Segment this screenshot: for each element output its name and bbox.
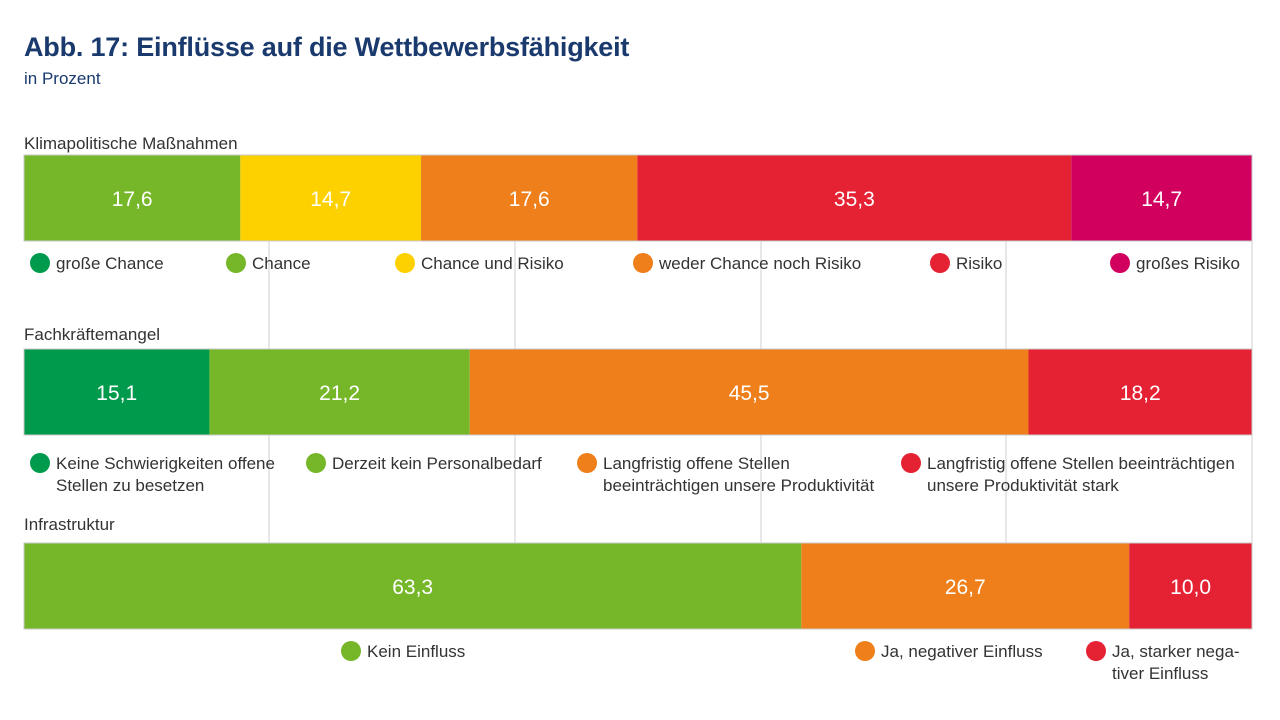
legend-label: Risiko [956, 254, 1002, 273]
legend-marker [1086, 641, 1106, 661]
bar-segment [240, 155, 422, 241]
legend-marker [226, 253, 246, 273]
group-title: Infrastruktur [24, 515, 115, 534]
data-label: 10,0 [1170, 576, 1211, 599]
bar-outline [23, 348, 1253, 436]
bar-segment [24, 543, 802, 629]
group-title: Klimapolitische Maßnahmen [24, 134, 238, 153]
bar-segment [209, 349, 470, 435]
legend-label: Chance und Risiko [421, 254, 564, 273]
bar-segment [801, 543, 1130, 629]
bar-segment [469, 349, 1029, 435]
bar-outline [23, 154, 1253, 242]
data-label: 26,7 [945, 576, 986, 599]
legend-marker [1110, 253, 1130, 273]
legend-marker [30, 453, 50, 473]
legend-label: Chance [252, 254, 311, 273]
legend-label: Langfristig offene Stellen [603, 454, 790, 473]
legend-marker [855, 641, 875, 661]
data-label: 15,1 [96, 382, 137, 405]
legend-label: unsere Produktivität stark [927, 476, 1119, 495]
legend-marker [306, 453, 326, 473]
bar-segment [24, 349, 210, 435]
bar-segment [1028, 349, 1252, 435]
chart-title: Abb. 17: Einflüsse auf die Wettbewerbsfä… [24, 32, 630, 62]
legend-label: Keine Schwierigkeiten offene [56, 454, 275, 473]
legend-marker [30, 253, 50, 273]
data-label: 17,6 [509, 188, 550, 211]
legend-label: Langfristig offene Stellen beeinträchtig… [927, 454, 1235, 473]
legend-marker [341, 641, 361, 661]
data-label: 14,7 [310, 188, 351, 211]
data-label: 63,3 [392, 576, 433, 599]
data-label: 17,6 [112, 188, 153, 211]
legend-label: Kein Einfluss [367, 642, 465, 661]
legend-label: weder Chance noch Risiko [658, 254, 861, 273]
legend-label: Ja, negativer Einfluss [881, 642, 1043, 661]
data-label: 35,3 [834, 188, 875, 211]
data-label: 18,2 [1120, 382, 1161, 405]
legend-label: beeinträchtigen unsere Produktivität [603, 476, 874, 495]
legend-label: großes Risiko [1136, 254, 1240, 273]
bar-segment [24, 155, 241, 241]
bar-segment [637, 155, 1072, 241]
legend-marker [633, 253, 653, 273]
bar-segment [421, 155, 638, 241]
legend-label: Stellen zu besetzen [56, 476, 204, 495]
bar-segment [1071, 155, 1252, 241]
legend-marker [577, 453, 597, 473]
chart-subtitle: in Prozent [24, 69, 101, 88]
legend-label: Derzeit kein Personalbedarf [332, 454, 542, 473]
bar-segment [1129, 543, 1252, 629]
group-title: Fachkräftemangel [24, 325, 160, 344]
legend-label: tiver Einfluss [1112, 664, 1208, 683]
data-label: 21,2 [319, 382, 360, 405]
legend-label: große Chance [56, 254, 164, 273]
legend-marker [395, 253, 415, 273]
legend-marker [930, 253, 950, 273]
data-label: 14,7 [1141, 188, 1182, 211]
legend-marker [901, 453, 921, 473]
bar-outline [23, 542, 1253, 630]
data-label: 45,5 [729, 382, 770, 405]
legend-label: Ja, starker nega- [1112, 642, 1240, 661]
